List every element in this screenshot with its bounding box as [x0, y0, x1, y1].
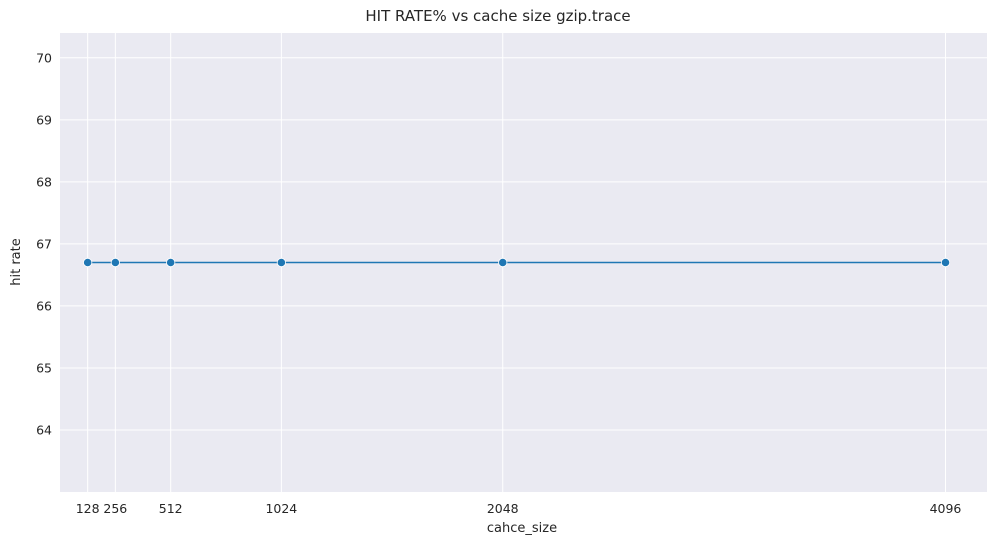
data-point	[166, 257, 176, 268]
y-tick-label: 64	[36, 422, 52, 437]
x-tick-label: 256	[103, 501, 127, 516]
y-tick-label: 66	[36, 298, 52, 313]
y-tick-labels: 64 65 66 67 68 69 70	[36, 50, 52, 437]
y-tick-label: 70	[36, 50, 52, 65]
x-tick-labels: 128 256 512 1024 2048 4096	[76, 501, 962, 516]
x-tick-label: 2048	[487, 501, 519, 516]
x-axis-label: cahce_size	[487, 521, 557, 536]
data-point	[940, 257, 951, 268]
y-tick-label: 69	[36, 112, 52, 127]
data-point	[83, 257, 93, 268]
series-group	[83, 257, 951, 268]
y-tick-label: 65	[36, 360, 52, 375]
y-tick-label: 68	[36, 174, 52, 189]
y-tick-label: 67	[36, 236, 52, 251]
x-tick-label: 1024	[265, 501, 297, 516]
data-point	[276, 257, 286, 268]
x-tick-label: 512	[159, 501, 183, 516]
x-tick-label: 4096	[930, 501, 962, 516]
data-point	[498, 257, 508, 268]
chart-title: HIT RATE% vs cache size gzip.trace	[365, 7, 630, 25]
x-tick-label: 128	[76, 501, 100, 516]
data-point	[110, 257, 120, 268]
y-axis-label: hit rate	[9, 238, 24, 286]
